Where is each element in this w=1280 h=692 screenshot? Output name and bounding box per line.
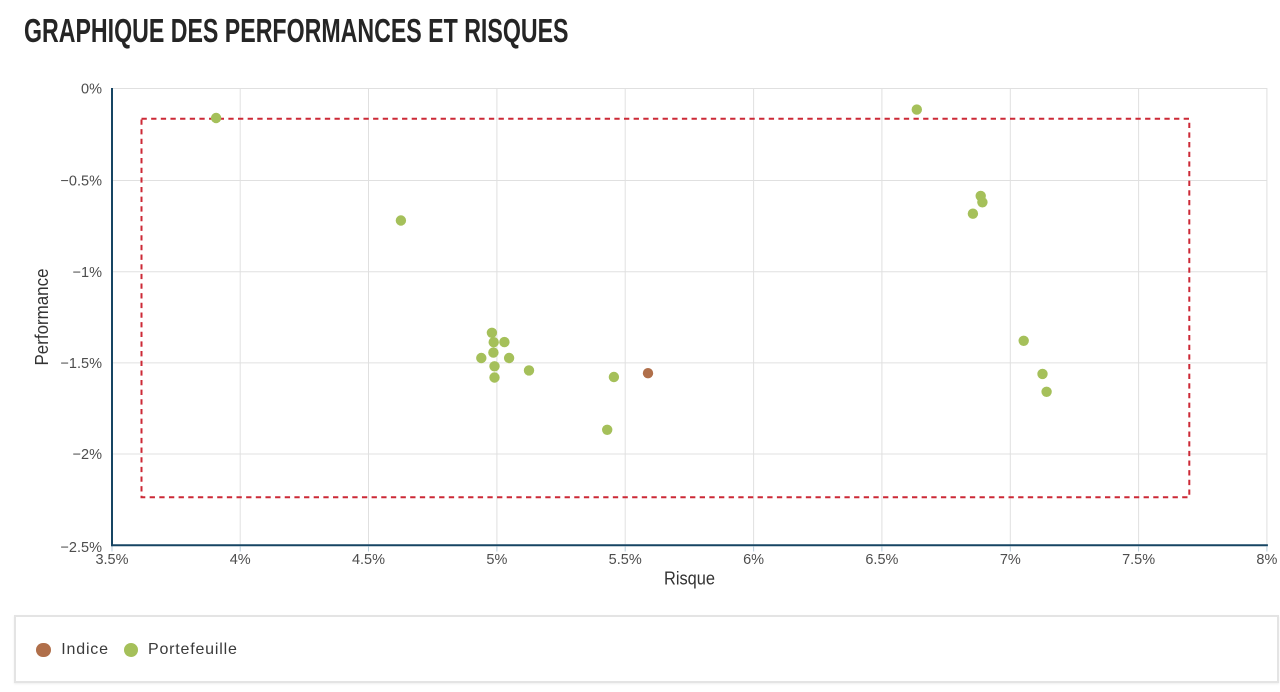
- svg-text:0%: 0%: [81, 82, 102, 98]
- svg-text:−1%: −1%: [73, 265, 103, 281]
- svg-text:−0.5%: −0.5%: [60, 174, 102, 190]
- svg-text:7.5%: 7.5%: [1122, 552, 1155, 568]
- svg-text:6.5%: 6.5%: [865, 552, 898, 568]
- svg-text:−1.5%: −1.5%: [60, 356, 102, 372]
- svg-text:8%: 8%: [1256, 552, 1277, 568]
- svg-text:6%: 6%: [743, 552, 764, 568]
- svg-text:5.5%: 5.5%: [609, 552, 642, 568]
- svg-text:3.5%: 3.5%: [95, 552, 128, 568]
- svg-text:−2%: −2%: [73, 447, 103, 463]
- svg-text:−2.5%: −2.5%: [60, 540, 102, 556]
- svg-text:4.5%: 4.5%: [352, 552, 385, 568]
- svg-text:5%: 5%: [486, 552, 507, 568]
- svg-text:4%: 4%: [230, 552, 251, 568]
- svg-text:Performance: Performance: [32, 269, 52, 366]
- svg-text:7%: 7%: [1000, 552, 1021, 568]
- svg-text:Risque: Risque: [664, 569, 715, 589]
